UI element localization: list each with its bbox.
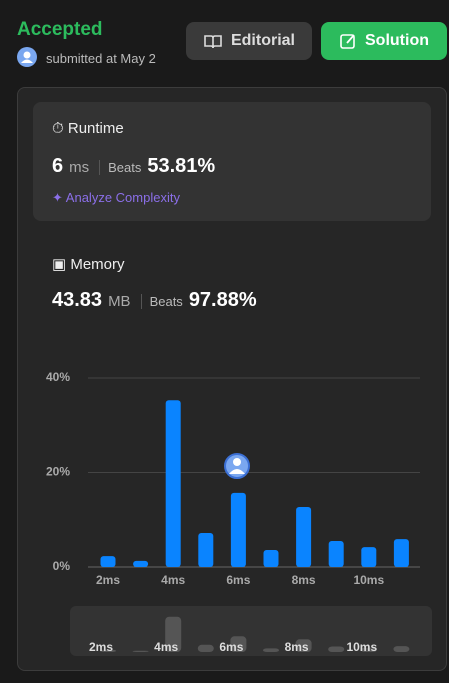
bar: [361, 547, 377, 567]
runtime-label: Runtime: [67, 120, 124, 137]
bar: [230, 492, 246, 567]
y-tick-label: 20%: [46, 465, 70, 479]
bar: [198, 532, 214, 567]
memory-value: 43.83: [52, 289, 103, 311]
overview-bar: [132, 650, 149, 652]
solution-button[interactable]: Solution: [321, 22, 447, 60]
overview-panel: [70, 606, 432, 656]
editorial-label: Editorial: [230, 32, 295, 49]
bar: [328, 541, 344, 567]
overview-bar: [393, 646, 410, 652]
memory-label: Memory: [70, 256, 125, 273]
overview-bar: [165, 616, 182, 652]
overview-bar: [360, 647, 377, 652]
overview-bar: [263, 648, 279, 652]
edit-icon: [340, 34, 355, 49]
user-marker-part: [233, 458, 241, 466]
bar: [263, 549, 279, 567]
x-tick-label: 2ms: [96, 573, 120, 587]
bar: [296, 506, 312, 567]
y-tick-label: 0%: [53, 559, 71, 573]
y-tick-label: 40%: [46, 370, 70, 384]
solution-label: Solution: [365, 32, 429, 49]
user-marker: [224, 453, 250, 479]
bar: [393, 539, 409, 567]
runtime-unit: ms: [69, 159, 90, 176]
status: Accepted: [17, 19, 103, 40]
memory-unit: MB: [108, 293, 131, 310]
x-tick-label: 8ms: [292, 573, 316, 587]
overview-tick-label: 4ms: [154, 640, 178, 654]
x-tick-label: 4ms: [161, 573, 185, 587]
overview-bar: [230, 636, 247, 652]
avatar: [17, 47, 37, 67]
bar: [133, 560, 149, 567]
memory-beats: 97.88%: [188, 289, 257, 311]
bar: [100, 556, 116, 567]
overview-bar: [100, 649, 116, 652]
overview-tick-label: 8ms: [285, 640, 309, 654]
memory-beats-label: Beats: [140, 294, 183, 309]
x-tick-label: 10ms: [353, 573, 384, 587]
x-tick-label: 6ms: [226, 573, 250, 587]
overview-tick-label: 10ms: [346, 640, 377, 654]
overview-bar: [328, 646, 345, 652]
runtime-beats-label: Beats: [99, 160, 141, 175]
runtime-row: 6 ms Beats 53.81%: [52, 155, 215, 178]
user-marker-part: [229, 469, 245, 474]
runtime-value: 6: [52, 155, 64, 177]
editorial-button[interactable]: Editorial: [186, 22, 312, 60]
overview-bar: [295, 639, 312, 652]
overview-tick-label: 6ms: [219, 640, 243, 654]
bar: [165, 400, 181, 567]
overview-bar: [197, 644, 214, 652]
analyze-label: Analyze Complexity: [65, 190, 180, 205]
memory-row: 43.83 MB Beats 97.88%: [52, 289, 257, 312]
runtime-beats: 53.81%: [147, 155, 216, 177]
book-icon: [204, 35, 222, 49]
runtime-title: ⏱ Runtime: [52, 120, 124, 137]
analyze-link[interactable]: ✦ Analyze Complexity: [52, 190, 180, 205]
overview-tick-label: 2ms: [89, 640, 113, 654]
memory-title: ▣ Memory: [52, 256, 125, 273]
submitted: submitted at May 2: [46, 51, 156, 66]
